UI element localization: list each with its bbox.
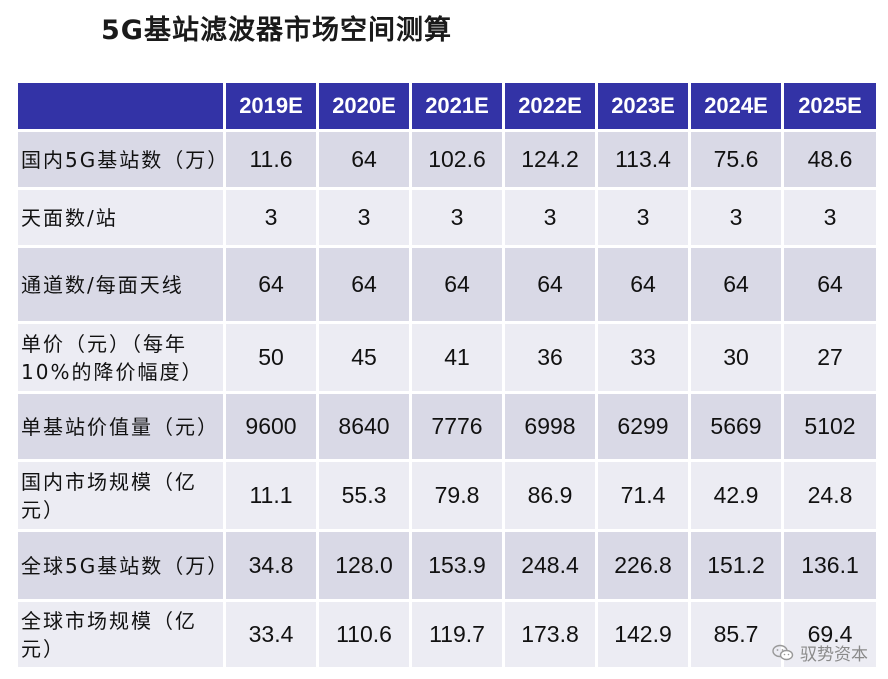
header-year: 2024E [688,80,784,132]
table-cell: 113.4 [595,129,691,190]
table-cell: 33 [595,321,691,394]
table-cell: 6998 [502,391,598,462]
table-cell: 75.6 [688,129,784,190]
table-cell: 55.3 [316,459,412,532]
data-table: 2019E 2020E 2021E 2022E 2023E 2024E 2025… [15,80,879,670]
table-cell: 3 [409,187,505,248]
header-year: 2021E [409,80,505,132]
row-label: 全球5G基站数（万） [15,529,226,602]
table-cell: 11.1 [223,459,319,532]
table-cell: 33.4 [223,599,319,670]
table-cell: 85.7 [688,599,784,670]
table-cell: 8640 [316,391,412,462]
table-cell: 3 [688,187,784,248]
table-cell: 79.8 [409,459,505,532]
table-cell: 86.9 [502,459,598,532]
table-cell: 42.9 [688,459,784,532]
row-label: 单价（元）（每年10%的降价幅度） [15,321,226,394]
table-cell: 27 [781,321,879,394]
table-cell: 64 [595,245,691,324]
table-cell: 64 [781,245,879,324]
header-row: 2019E 2020E 2021E 2022E 2023E 2024E 2025… [15,80,879,132]
table-cell: 128.0 [316,529,412,602]
table-row: 单基站价值量（元） 9600 8640 7776 6998 6299 5669 … [15,391,879,462]
table-cell: 226.8 [595,529,691,602]
table-cell: 64 [316,129,412,190]
watermark-text: 驭势资本 [800,645,868,665]
header-year: 2019E [223,80,319,132]
table-cell: 5102 [781,391,879,462]
table-cell: 173.8 [502,599,598,670]
row-label: 国内5G基站数（万） [15,129,226,190]
table-cell: 48.6 [781,129,879,190]
table-cell: 102.6 [409,129,505,190]
table-cell: 142.9 [595,599,691,670]
table-cell: 6299 [595,391,691,462]
table-cell: 41 [409,321,505,394]
table-cell: 151.2 [688,529,784,602]
header-year: 2023E [595,80,691,132]
row-label: 通道数/每面天线 [15,245,226,324]
table-cell: 30 [688,321,784,394]
table-row: 单价（元）（每年10%的降价幅度） 50 45 41 36 33 30 27 [15,321,879,394]
table-cell: 50 [223,321,319,394]
table-cell: 64 [409,245,505,324]
wechat-icon [772,644,794,662]
table-cell: 3 [316,187,412,248]
table-cell: 5669 [688,391,784,462]
table-cell: 7776 [409,391,505,462]
table-cell: 3 [502,187,598,248]
row-label: 单基站价值量（元） [15,391,226,462]
header-year: 2022E [502,80,598,132]
table-cell: 64 [502,245,598,324]
table-cell: 69.4 [781,599,879,670]
table-cell: 153.9 [409,529,505,602]
page-title: 5G基站滤波器市场空间测算 [101,15,452,46]
row-label: 天面数/站 [15,187,226,248]
table-cell: 64 [688,245,784,324]
table-cell: 3 [595,187,691,248]
table-row: 天面数/站 3 3 3 3 3 3 3 [15,187,879,248]
table-cell: 36 [502,321,598,394]
table-cell: 136.1 [781,529,879,602]
table-row: 全球市场规模（亿元） 33.4 110.6 119.7 173.8 142.9 … [15,599,879,670]
table-cell: 110.6 [316,599,412,670]
row-label: 国内市场规模（亿元） [15,459,226,532]
table-row: 通道数/每面天线 64 64 64 64 64 64 64 [15,245,879,324]
table-cell: 3 [223,187,319,248]
header-year: 2020E [316,80,412,132]
table-cell: 64 [223,245,319,324]
table-cell: 9600 [223,391,319,462]
table-cell: 124.2 [502,129,598,190]
table-row: 国内市场规模（亿元） 11.1 55.3 79.8 86.9 71.4 42.9… [15,459,879,532]
table-cell: 71.4 [595,459,691,532]
table-row: 国内5G基站数（万） 11.6 64 102.6 124.2 113.4 75.… [15,129,879,190]
table-row: 全球5G基站数（万） 34.8 128.0 153.9 248.4 226.8 … [15,529,879,602]
watermark: 驭势资本 [772,640,868,665]
table-cell: 24.8 [781,459,879,532]
table-cell: 34.8 [223,529,319,602]
table-cell: 64 [316,245,412,324]
header-corner [15,80,226,132]
table-cell: 45 [316,321,412,394]
table-cell: 3 [781,187,879,248]
table-cell: 248.4 [502,529,598,602]
header-year: 2025E [781,80,879,132]
table-cell: 119.7 [409,599,505,670]
table-cell: 11.6 [223,129,319,190]
row-label: 全球市场规模（亿元） [15,599,226,670]
